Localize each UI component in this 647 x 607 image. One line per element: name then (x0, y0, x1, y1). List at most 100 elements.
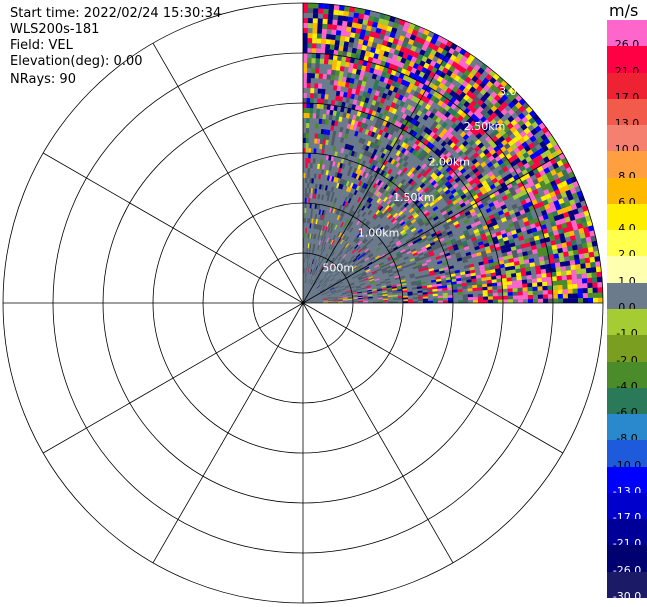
range-gate (351, 88, 357, 95)
range-gate (527, 159, 535, 167)
range-gate (330, 239, 334, 245)
range-gate (369, 192, 374, 199)
range-gate (547, 212, 554, 219)
range-gate (511, 98, 519, 106)
range-gate (506, 183, 513, 190)
range-gate (575, 218, 582, 225)
range-gate (449, 90, 456, 97)
range-gate (581, 278, 588, 284)
range-gate (455, 147, 462, 154)
range-gate (444, 63, 452, 70)
range-gate (415, 208, 422, 214)
range-gate (363, 55, 369, 62)
range-gate (449, 54, 457, 62)
range-gate (355, 238, 360, 244)
range-gate (371, 73, 378, 80)
range-gate (417, 135, 424, 142)
range-gate (454, 57, 461, 64)
range-gate (422, 296, 428, 299)
range-gate (527, 295, 533, 300)
range-gate (410, 180, 416, 186)
range-gate (303, 23, 308, 28)
range-gate (383, 210, 389, 216)
range-gate (388, 181, 394, 188)
range-gate (378, 212, 384, 218)
range-gate (392, 291, 398, 294)
range-gate (469, 208, 476, 214)
range-gate (305, 228, 307, 234)
range-gate (508, 186, 515, 193)
range-gate (365, 190, 370, 196)
range-gate (425, 259, 432, 263)
range-gate (416, 153, 423, 160)
range-gate (339, 216, 344, 222)
range-gate (381, 55, 388, 62)
range-gate (361, 138, 366, 145)
range-gate (360, 49, 366, 56)
range-gate (361, 290, 367, 293)
range-gate (321, 263, 325, 268)
range-gate (391, 80, 397, 87)
range-gate (441, 280, 447, 284)
range-gate (364, 145, 370, 152)
range-gate (389, 239, 395, 245)
range-gate (323, 241, 327, 247)
range-gate (375, 247, 381, 252)
range-gate (361, 273, 367, 277)
range-gate (517, 295, 523, 300)
range-gate (387, 214, 393, 220)
range-gate (379, 263, 385, 268)
range-gate (328, 9, 334, 15)
range-gate (379, 181, 385, 187)
range-gate (313, 3, 319, 9)
range-gate (556, 193, 563, 200)
range-label: 1.50km (393, 191, 435, 204)
range-gate (328, 155, 332, 161)
range-gate (411, 262, 417, 266)
range-gate (469, 266, 475, 271)
range-gate (438, 82, 445, 90)
range-gate (369, 231, 374, 236)
range-gate (550, 180, 557, 187)
range-gate (577, 223, 584, 230)
range-gate (542, 145, 549, 152)
range-gate (362, 150, 368, 156)
range-gate (395, 162, 401, 168)
range-gate (517, 144, 525, 151)
range-gate (562, 284, 568, 290)
range-gate (395, 156, 401, 163)
range-gate (391, 124, 397, 131)
range-gate (335, 268, 340, 273)
range-gate (562, 227, 569, 234)
range-gate (597, 292, 603, 298)
range-gate (345, 285, 350, 288)
range-gate (321, 282, 325, 286)
range-gate (391, 54, 398, 61)
range-gate (392, 289, 398, 292)
range-gate (522, 102, 530, 110)
range-gate (592, 282, 598, 288)
range-gate (432, 174, 439, 181)
range-gate (508, 299, 513, 303)
range-gate (397, 297, 403, 300)
range-gate (354, 269, 360, 273)
range-gate (385, 144, 391, 150)
range-gate (390, 158, 396, 165)
azimuth-spoke (42, 152, 304, 304)
range-gate (416, 93, 423, 100)
range-gate (481, 253, 488, 259)
range-gate (344, 196, 348, 202)
range-gate (479, 88, 487, 96)
range-gate (494, 101, 501, 109)
range-gate (303, 98, 307, 103)
range-gate (401, 286, 407, 290)
range-gate (520, 213, 528, 219)
range-gate (522, 217, 529, 223)
range-gate (400, 68, 407, 75)
range-gate (556, 271, 562, 277)
range-gate (430, 244, 437, 249)
range-gate (521, 141, 529, 149)
range-gate (507, 284, 513, 289)
range-gate (397, 234, 403, 239)
range-gate (320, 215, 324, 221)
